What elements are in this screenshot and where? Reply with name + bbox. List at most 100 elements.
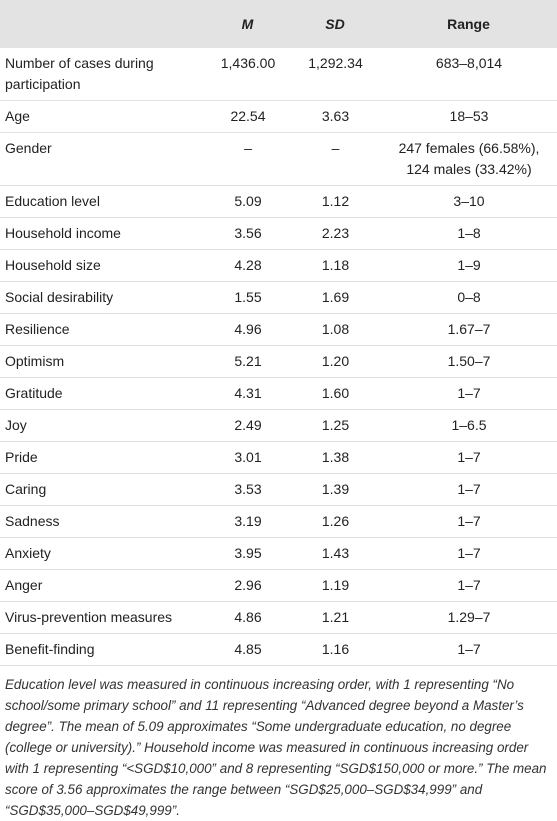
table-cell: 1–8 <box>380 217 557 250</box>
row-label: Household size <box>0 249 205 282</box>
row-label: Number of cases during participation <box>0 48 205 101</box>
table-cell: 5.21 <box>205 345 290 378</box>
row-label: Education level <box>0 185 205 218</box>
table-cell: 1.20 <box>290 345 380 378</box>
table-row: Joy 2.49 1.25 1–6.5 <box>0 409 557 442</box>
table-cell: 2.23 <box>290 217 380 250</box>
row-label: Resilience <box>0 313 205 346</box>
table-cell: 1.25 <box>290 409 380 442</box>
table-cell: 3.19 <box>205 505 290 538</box>
table-cell: 4.86 <box>205 601 290 634</box>
row-label: Virus-prevention measures <box>0 601 205 634</box>
table-cell: 3.63 <box>290 100 380 133</box>
header-cell: Range <box>447 16 490 32</box>
table-cell: 2.49 <box>205 409 290 442</box>
row-label: Pride <box>0 441 205 474</box>
table-cell: 1.26 <box>290 505 380 538</box>
table-cell: 1–7 <box>380 505 557 538</box>
table-cell: – <box>290 132 380 186</box>
table-note: Education level was measured in continuo… <box>5 677 547 818</box>
table-cell: 5.09 <box>205 185 290 218</box>
row-label: Age <box>0 100 205 133</box>
table-cell: 4.96 <box>205 313 290 346</box>
table-cell: 1.67–7 <box>380 313 557 346</box>
data-table: M SD Range Number of cases during partic… <box>0 0 557 666</box>
table-cell: 1–7 <box>380 633 557 666</box>
table-row: Gender – –247 females (66.58%), 124 males … <box>0 132 557 186</box>
row-label: Anxiety <box>0 537 205 570</box>
table-cell: 3.56 <box>205 217 290 250</box>
table-cell: 1.12 <box>290 185 380 218</box>
table-row: Benefit-finding 4.85 1.16 1–7 <box>0 633 557 666</box>
table-cell: 1.38 <box>290 441 380 474</box>
table-cell: 1.60 <box>290 377 380 410</box>
row-label: Optimism <box>0 345 205 378</box>
table-row: Resilience 4.96 1.08 1.67–7 <box>0 313 557 346</box>
table-row: Optimism 5.21 1.20 1.50–7 <box>0 345 557 378</box>
table-header: M SD Range <box>0 0 557 48</box>
table-cell: 1–7 <box>380 473 557 506</box>
header-cell: M <box>241 16 254 32</box>
table-cell: 0–8 <box>380 281 557 314</box>
table-cell: 4.28 <box>205 249 290 282</box>
table-cell: 1.29–7 <box>380 601 557 634</box>
table-row: Sadness 3.19 1.26 1–7 <box>0 505 557 538</box>
table-cell: 1–7 <box>380 569 557 602</box>
table-cell: 1.69 <box>290 281 380 314</box>
table-cell: 1–7 <box>380 377 557 410</box>
table-cell: 1.43 <box>290 537 380 570</box>
row-label: Household income <box>0 217 205 250</box>
row-label: Joy <box>0 409 205 442</box>
table-cell: 22.54 <box>205 100 290 133</box>
table-cell: 2.96 <box>205 569 290 602</box>
table-row: Anxiety 3.95 1.43 1–7 <box>0 537 557 570</box>
table-cell: 1.55 <box>205 281 290 314</box>
table-cell: 683–8,014 <box>380 48 557 101</box>
table-cell: 1–6.5 <box>380 409 557 442</box>
table-row: Pride 3.01 1.38 1–7 <box>0 441 557 474</box>
table-cell: 1.18 <box>290 249 380 282</box>
table-row: Anger 2.96 1.19 1–7 <box>0 569 557 602</box>
table-cell: 247 females (66.58%), 124 males (33.42%) <box>380 132 557 186</box>
table-row: Education level 5.09 1.12 3–10 <box>0 185 557 218</box>
table-cell: – <box>205 132 290 186</box>
table-cell: 1–7 <box>380 441 557 474</box>
table-row: Gratitude 4.31 1.60 1–7 <box>0 377 557 410</box>
table-cell: 1,292.34 <box>290 48 380 101</box>
table-cell: 4.85 <box>205 633 290 666</box>
table-row: Household size 4.28 1.18 1–9 <box>0 249 557 282</box>
table-row: Caring 3.53 1.39 1–7 <box>0 473 557 506</box>
row-label: Anger <box>0 569 205 602</box>
table-cell: 1,436.00 <box>205 48 290 101</box>
table-row: Social desirability 1.55 1.69 0–8 <box>0 281 557 314</box>
table-cell: 3.95 <box>205 537 290 570</box>
table-row: Age 22.54 3.63 18–53 <box>0 100 557 133</box>
table-cell: 1.19 <box>290 569 380 602</box>
header-cell: SD <box>325 16 345 32</box>
table-cell: 1.50–7 <box>380 345 557 378</box>
table-cell: 18–53 <box>380 100 557 133</box>
table-cell: 4.31 <box>205 377 290 410</box>
table-body: Number of cases during participation 1,43… <box>0 48 557 666</box>
table-cell: 1.39 <box>290 473 380 506</box>
table-row: Household income 3.56 2.23 1–8 <box>0 217 557 250</box>
table-cell: 1.08 <box>290 313 380 346</box>
header-cell <box>0 0 205 48</box>
row-label: Social desirability <box>0 281 205 314</box>
table-cell: 3.01 <box>205 441 290 474</box>
table-cell: 1–9 <box>380 249 557 282</box>
row-label: Sadness <box>0 505 205 538</box>
header-row: M SD Range <box>0 0 557 48</box>
table-cell: 1.21 <box>290 601 380 634</box>
table-row: Number of cases during participation 1,43… <box>0 48 557 101</box>
row-label: Gratitude <box>0 377 205 410</box>
row-label: Gender <box>0 132 205 186</box>
table-row: Virus-prevention measures 4.86 1.21 1.29–7 <box>0 601 557 634</box>
row-label: Caring <box>0 473 205 506</box>
row-label: Benefit-finding <box>0 633 205 666</box>
table-cell: 3–10 <box>380 185 557 218</box>
table-cell: 3.53 <box>205 473 290 506</box>
table-cell: 1.16 <box>290 633 380 666</box>
table-cell: 1–7 <box>380 537 557 570</box>
